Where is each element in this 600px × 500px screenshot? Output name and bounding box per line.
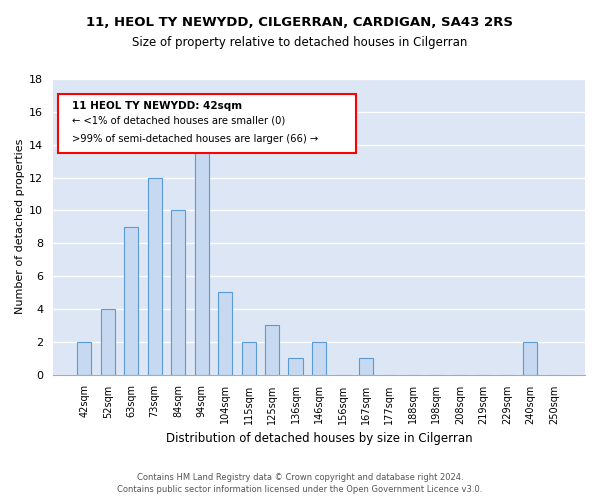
Bar — [101, 309, 115, 374]
Text: 11 HEOL TY NEWYDD: 42sqm: 11 HEOL TY NEWYDD: 42sqm — [71, 101, 242, 111]
FancyBboxPatch shape — [58, 94, 356, 153]
Bar — [171, 210, 185, 374]
Text: ← <1% of detached houses are smaller (0): ← <1% of detached houses are smaller (0) — [71, 116, 285, 126]
Bar — [289, 358, 302, 374]
Y-axis label: Number of detached properties: Number of detached properties — [15, 139, 25, 314]
Bar — [359, 358, 373, 374]
X-axis label: Distribution of detached houses by size in Cilgerran: Distribution of detached houses by size … — [166, 432, 472, 445]
Text: Size of property relative to detached houses in Cilgerran: Size of property relative to detached ho… — [133, 36, 467, 49]
Bar — [265, 326, 279, 374]
Text: Contains public sector information licensed under the Open Government Licence v3: Contains public sector information licen… — [118, 486, 482, 494]
Bar — [124, 227, 138, 374]
Bar — [312, 342, 326, 374]
Text: >99% of semi-detached houses are larger (66) →: >99% of semi-detached houses are larger … — [71, 134, 318, 144]
Text: Contains HM Land Registry data © Crown copyright and database right 2024.: Contains HM Land Registry data © Crown c… — [137, 473, 463, 482]
Bar — [194, 144, 209, 374]
Bar — [77, 342, 91, 374]
Text: 11, HEOL TY NEWYDD, CILGERRAN, CARDIGAN, SA43 2RS: 11, HEOL TY NEWYDD, CILGERRAN, CARDIGAN,… — [86, 16, 514, 29]
Bar — [523, 342, 538, 374]
Bar — [148, 178, 162, 374]
Bar — [218, 292, 232, 374]
Bar — [242, 342, 256, 374]
